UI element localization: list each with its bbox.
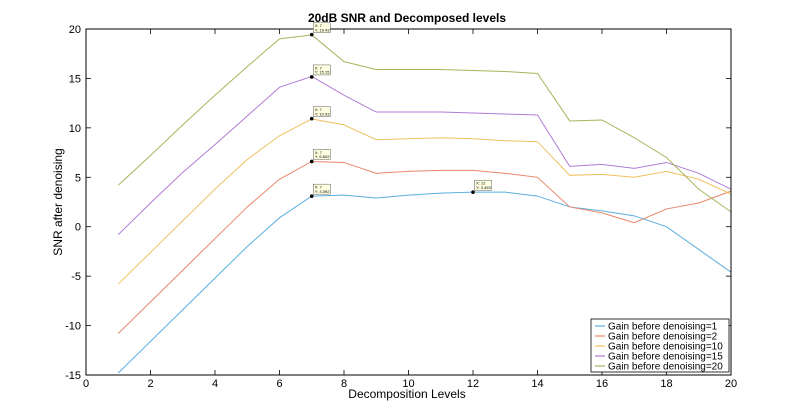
series-line-3 [117,118,732,285]
legend-label-2: Gain before denoising=2 [608,332,718,343]
legend-label-5: Gain before denoising=20 [608,362,723,373]
legend-box [590,318,730,373]
x-tick-label-5: 10 [402,378,414,390]
x-axis-label: Decomposition Levels [348,387,465,401]
y-axis-label: SNR after denoising [51,148,65,255]
datatip-box-3 [313,106,331,117]
y-tick-label-0: -15 [65,370,81,382]
datatip-marker-4 [309,75,314,79]
datatip-2: X: 7Y: 6.602 [313,149,331,160]
legend-label-1: Gain before denoising=1 [608,322,718,333]
datatip-box-6 [474,179,492,191]
x-tick-label-7: 14 [531,378,543,390]
x-tick-label-2: 4 [212,378,218,390]
y-tick-label-1: -10 [65,321,81,333]
datatip-1: X: 7Y: 3.092 [313,183,331,195]
x-tick-label-0: 0 [83,378,89,390]
datatip-box-1 [313,183,331,195]
datatip-marker-6 [471,190,475,194]
datatip-5: X: 7Y: 19.43 [313,22,331,33]
legend-label-3: Gain before denoising=10 [608,342,723,353]
x-tick-label-10: 20 [725,378,737,390]
datatip-y-text-5: Y: 19.43 [315,27,330,32]
series-line-5 [117,34,732,213]
datatip-4: X: 7Y: 15.15 [313,64,331,76]
tick-layer: 0 2 4 6 8 10 12 14 16 18 20 -15 -10 -5 0 5 10 15 20 [65,24,737,390]
x-tick-label-6: 12 [467,378,479,390]
x-tick-label-1: 2 [147,378,153,390]
datatip-y-text-4: Y: 15.15 [315,70,330,75]
y-tick-label-7: 20 [69,24,81,36]
datatip-x-text-2: X: 7 [315,150,323,155]
datatip-x-text-6: X: 12 [476,181,486,186]
datatip-box-4 [313,64,331,76]
y-tick-label-4: 5 [75,172,81,184]
x-tick-label-8: 16 [596,378,608,390]
datatip-y-text-6: Y: 3.493 [476,185,491,190]
legend-label-4: Gain before denoising=15 [608,352,723,363]
datatip-x-text-3: X: 7 [315,107,323,112]
datatip-y-text-3: Y: 10.93 [315,111,330,116]
y-tick-label-3: 0 [75,222,81,234]
datatip-x-text-4: X: 7 [315,65,323,70]
datatip-y-text-1: Y: 3.092 [315,189,330,194]
y-tick-label-6: 15 [69,73,81,85]
series-line-2 [117,160,732,334]
datatip-marker-5 [309,32,314,37]
series-line-1 [117,191,732,374]
datatip-box-5 [313,22,331,33]
datatip-6: X: 12Y: 3.493 [474,179,492,191]
datatip-marker-1 [309,194,314,198]
series-line-4 [117,75,732,235]
chart-title: 20dB SNR and Decomposed levels [308,11,506,25]
datatip-x-text-1: X: 7 [315,185,323,190]
datatip-x-text-5: X: 7 [315,23,323,28]
y-tick-label-5: 10 [69,123,81,135]
x-tick-label-3: 6 [276,378,282,390]
series-layer [117,34,732,374]
x-tick-label-4: 8 [341,378,347,390]
datatip-box-2 [313,149,331,160]
datatip-marker-2 [309,159,314,164]
datatip-3: X: 7Y: 10.93 [313,106,331,117]
x-tick-label-9: 18 [660,378,672,390]
y-tick-label-2: -5 [71,271,81,283]
datatip-y-text-2: Y: 6.602 [315,154,330,159]
datatip-marker-3 [309,116,314,121]
